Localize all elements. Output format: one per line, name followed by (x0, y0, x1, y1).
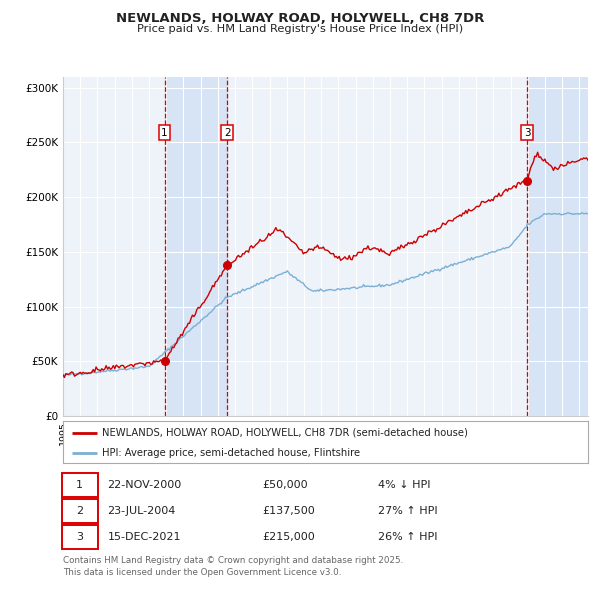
Text: 26% ↑ HPI: 26% ↑ HPI (378, 532, 437, 542)
Text: 1: 1 (76, 480, 83, 490)
Text: £137,500: £137,500 (263, 506, 315, 516)
Text: Contains HM Land Registry data © Crown copyright and database right 2025.
This d: Contains HM Land Registry data © Crown c… (63, 556, 403, 576)
FancyBboxPatch shape (62, 525, 98, 549)
Text: 2: 2 (76, 506, 83, 516)
Bar (527, 77, 588, 416)
Text: £50,000: £50,000 (263, 480, 308, 490)
Text: 23-JUL-2004: 23-JUL-2004 (107, 506, 176, 516)
FancyBboxPatch shape (62, 473, 98, 497)
Text: 2: 2 (224, 127, 230, 137)
FancyBboxPatch shape (62, 499, 98, 523)
Text: 3: 3 (524, 127, 530, 137)
Text: HPI: Average price, semi-detached house, Flintshire: HPI: Average price, semi-detached house,… (103, 448, 361, 457)
Text: NEWLANDS, HOLWAY ROAD, HOLYWELL, CH8 7DR: NEWLANDS, HOLWAY ROAD, HOLYWELL, CH8 7DR (116, 12, 484, 25)
Text: 27% ↑ HPI: 27% ↑ HPI (378, 506, 437, 516)
Text: NEWLANDS, HOLWAY ROAD, HOLYWELL, CH8 7DR (semi-detached house): NEWLANDS, HOLWAY ROAD, HOLYWELL, CH8 7DR… (103, 428, 468, 438)
Text: £215,000: £215,000 (263, 532, 315, 542)
Bar (164, 77, 227, 416)
Text: 1: 1 (161, 127, 168, 137)
Text: 3: 3 (76, 532, 83, 542)
Text: 22-NOV-2000: 22-NOV-2000 (107, 480, 182, 490)
Text: 15-DEC-2021: 15-DEC-2021 (107, 532, 181, 542)
Text: Price paid vs. HM Land Registry's House Price Index (HPI): Price paid vs. HM Land Registry's House … (137, 24, 463, 34)
Text: 4% ↓ HPI: 4% ↓ HPI (378, 480, 431, 490)
